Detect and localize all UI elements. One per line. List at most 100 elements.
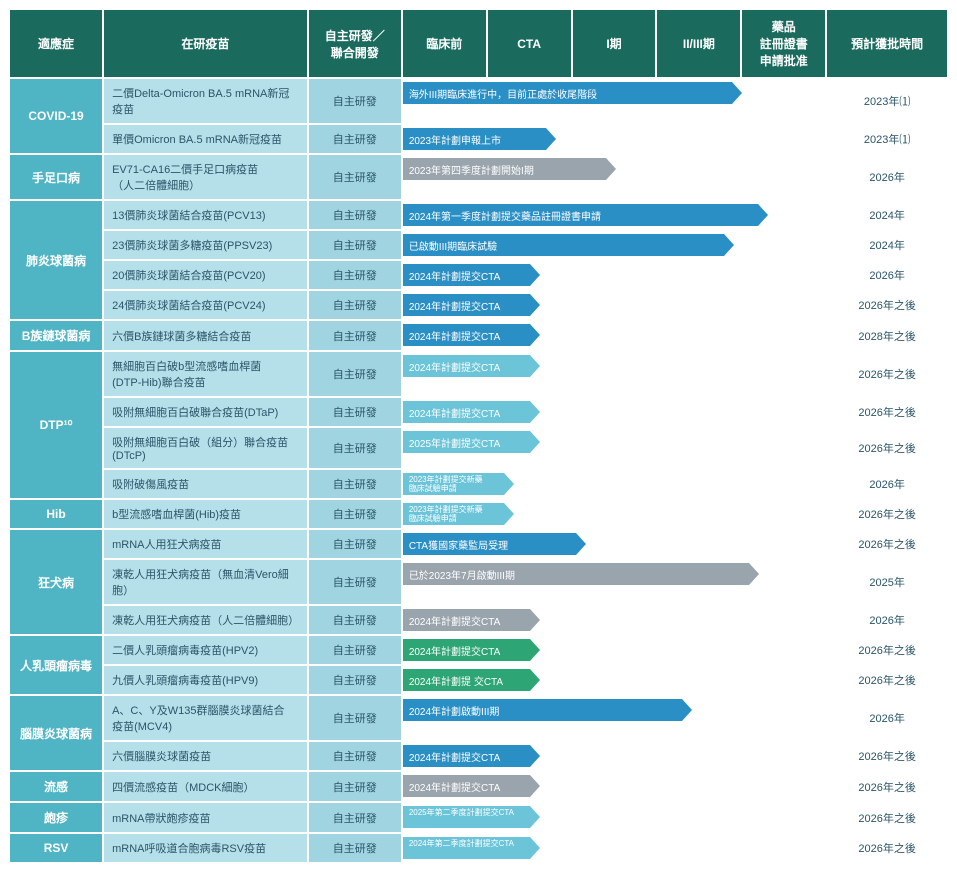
th-phase23: II/III期	[657, 10, 740, 77]
table-row: 九價人乳頭瘤病毒疫苗(HPV9)自主研發2024年計劃提 交CTA2026年之後	[10, 666, 947, 694]
stage-cell: 2025年計劃提交CTA	[403, 428, 825, 468]
devtype-cell: 自主研發	[309, 470, 401, 498]
progress-bar: 2024年計劃提交CTA	[403, 401, 530, 423]
approval-cell: 2026年	[827, 606, 947, 634]
progress-bar: CTA獲國家藥監局受理	[403, 533, 576, 555]
th-regsubmit: 藥品 註冊證書 申請批准	[742, 10, 825, 77]
vaccine-cell: 20價肺炎球菌結合疫苗(PCV20)	[104, 261, 307, 289]
stage-cell: CTA獲國家藥監局受理	[403, 530, 825, 558]
progress-bar: 2023年計劃提交新藥 臨床試驗申請	[403, 503, 504, 525]
progress-bar: 已於2023年7月啟動III期	[403, 563, 749, 585]
approval-cell: 2024年	[827, 201, 947, 229]
table-row: 凍乾人用狂犬病疫苗（人二倍體細胞）自主研發2024年計劃提交CTA 2026年	[10, 606, 947, 634]
devtype-cell: 自主研發	[309, 560, 401, 604]
table-row: 六價腦膜炎球菌疫苗自主研發2024年計劃提交CTA2026年之後	[10, 742, 947, 770]
approval-cell: 2024年	[827, 231, 947, 259]
vaccine-cell: 13價肺炎球菌結合疫苗(PCV13)	[104, 201, 307, 229]
devtype-cell: 自主研發	[309, 398, 401, 426]
vaccine-cell: 凍乾人用狂犬病疫苗（人二倍體細胞）	[104, 606, 307, 634]
approval-cell: 2026年之後	[827, 803, 947, 832]
vaccine-cell: 六價腦膜炎球菌疫苗	[104, 742, 307, 770]
devtype-cell: 自主研發	[309, 352, 401, 396]
vaccine-cell: 吸附破傷風疫苗	[104, 470, 307, 498]
devtype-cell: 自主研發	[309, 666, 401, 694]
vaccine-cell: mRNA呼吸道合胞病毒RSV疫苗	[104, 834, 307, 862]
stage-cell: 2024年計劃提 交CTA	[403, 666, 825, 694]
table-row: 單價Omicron BA.5 mRNA新冠疫苗自主研發2023年計劃申報上市20…	[10, 125, 947, 153]
approval-cell: 2026年之後	[827, 500, 947, 528]
table-header: 適應症 在研疫苗 自主研發／ 聯合開發 臨床前 CTA I期 II/III期 藥…	[10, 10, 947, 77]
category-cell: 肺炎球菌病	[10, 201, 102, 319]
devtype-cell: 自主研發	[309, 636, 401, 664]
vaccine-cell: 無細胞百白破b型流感嗜血桿菌 (DTP-Hib)聯合疫苗	[104, 352, 307, 396]
progress-bar: 2024年第一季度計劃提交藥品註冊證書申請	[403, 204, 758, 226]
vaccine-cell: 四價流感疫苗（MDCK細胞）	[104, 772, 307, 801]
stage-cell: 2024年計劃提交CTA	[403, 772, 825, 801]
th-vaccine: 在研疫苗	[104, 10, 307, 77]
approval-cell: 2026年	[827, 470, 947, 498]
stage-cell: 2024年計劃提交CTA	[403, 742, 825, 770]
devtype-cell: 自主研發	[309, 261, 401, 289]
progress-bar: 2024年計劃提交CTA	[403, 355, 530, 377]
category-cell: 皰疹	[10, 803, 102, 832]
table-row: COVID-19二價Delta-Omicron BA.5 mRNA新冠疫苗自主研…	[10, 79, 947, 123]
approval-cell: 2028年之後	[827, 321, 947, 350]
category-cell: 腦膜炎球菌病	[10, 696, 102, 770]
vaccine-cell: 吸附無細胞百白破（組分）聯合疫苗(DTcP)	[104, 428, 307, 468]
approval-cell: 2026年	[827, 696, 947, 740]
table-row: Hibb型流感嗜血桿菌(Hib)疫苗自主研發2023年計劃提交新藥 臨床試驗申請…	[10, 500, 947, 528]
table-row: DTP¹⁰無細胞百白破b型流感嗜血桿菌 (DTP-Hib)聯合疫苗自主研發202…	[10, 352, 947, 396]
stage-cell: 2024年計劃提交CTA	[403, 398, 825, 426]
stage-cell: 2025年第二季度計劃提交CTA	[403, 803, 825, 832]
progress-bar: 2023年計劃提交新藥 臨床試驗申請	[403, 473, 504, 495]
stage-cell: 2024年計劃啟動III期	[403, 696, 825, 740]
devtype-cell: 自主研發	[309, 530, 401, 558]
table-row: 23價肺炎球菌多糖疫苗(PPSV23)自主研發已啟動III期臨床試驗2024年	[10, 231, 947, 259]
progress-bar: 2024年計劃提 交CTA	[403, 669, 530, 691]
table-row: 皰疹mRNA帶狀皰疹疫苗自主研發2025年第二季度計劃提交CTA2026年之後	[10, 803, 947, 832]
devtype-cell: 自主研發	[309, 321, 401, 350]
vaccine-cell: mRNA人用狂犬病疫苗	[104, 530, 307, 558]
category-cell: RSV	[10, 834, 102, 862]
vaccine-cell: 23價肺炎球菌多糖疫苗(PPSV23)	[104, 231, 307, 259]
approval-cell: 2023年⑴	[827, 125, 947, 153]
progress-bar: 2024年計劃提交CTA	[403, 775, 530, 797]
category-cell: Hib	[10, 500, 102, 528]
vaccine-cell: 二價Delta-Omicron BA.5 mRNA新冠疫苗	[104, 79, 307, 123]
approval-cell: 2026年	[827, 155, 947, 199]
table-row: 24價肺炎球菌結合疫苗(PCV24)自主研發2024年計劃提交CTA2026年之…	[10, 291, 947, 319]
category-cell: 流感	[10, 772, 102, 801]
stage-cell: 已於2023年7月啟動III期	[403, 560, 825, 604]
th-approval: 預計獲批時間	[827, 10, 947, 77]
approval-cell: 2026年之後	[827, 291, 947, 319]
category-cell: 手足口病	[10, 155, 102, 199]
stage-cell: 海外III期臨床進行中，目前正處於收尾階段	[403, 79, 825, 123]
devtype-cell: 自主研發	[309, 231, 401, 259]
progress-bar: 2025年第二季度計劃提交CTA	[403, 806, 530, 828]
th-devtype: 自主研發／ 聯合開發	[309, 10, 401, 77]
table-row: B族鏈球菌病六價B族鏈球菌多糖結合疫苗自主研發2024年計劃提交CTA2028年…	[10, 321, 947, 350]
approval-cell: 2026年之後	[827, 398, 947, 426]
vaccine-cell: 六價B族鏈球菌多糖結合疫苗	[104, 321, 307, 350]
devtype-cell: 自主研發	[309, 742, 401, 770]
approval-cell: 2026年之後	[827, 352, 947, 396]
progress-bar: 2024年計劃提交CTA	[403, 609, 530, 631]
table-row: 20價肺炎球菌結合疫苗(PCV20)自主研發2024年計劃提交CTA2026年	[10, 261, 947, 289]
approval-cell: 2025年	[827, 560, 947, 604]
approval-cell: 2026年之後	[827, 428, 947, 468]
devtype-cell: 自主研發	[309, 834, 401, 862]
progress-bar: 2024年計劃提交CTA	[403, 294, 530, 316]
table-row: RSVmRNA呼吸道合胞病毒RSV疫苗自主研發2024年第二季度計劃提交CTA2…	[10, 834, 947, 862]
devtype-cell: 自主研發	[309, 772, 401, 801]
table-row: 吸附破傷風疫苗自主研發2023年計劃提交新藥 臨床試驗申請 2026年	[10, 470, 947, 498]
stage-cell: 已啟動III期臨床試驗	[403, 231, 825, 259]
category-cell: DTP¹⁰	[10, 352, 102, 498]
progress-bar: 2025年計劃提交CTA	[403, 431, 530, 453]
approval-cell: 2026年之後	[827, 636, 947, 664]
devtype-cell: 自主研發	[309, 291, 401, 319]
th-indication: 適應症	[10, 10, 102, 77]
progress-bar: 2024年計劃提交CTA	[403, 324, 530, 346]
devtype-cell: 自主研發	[309, 606, 401, 634]
stage-cell: 2023年計劃提交新藥 臨床試驗申請	[403, 470, 825, 498]
progress-bar: 2024年計劃提交CTA	[403, 745, 530, 767]
